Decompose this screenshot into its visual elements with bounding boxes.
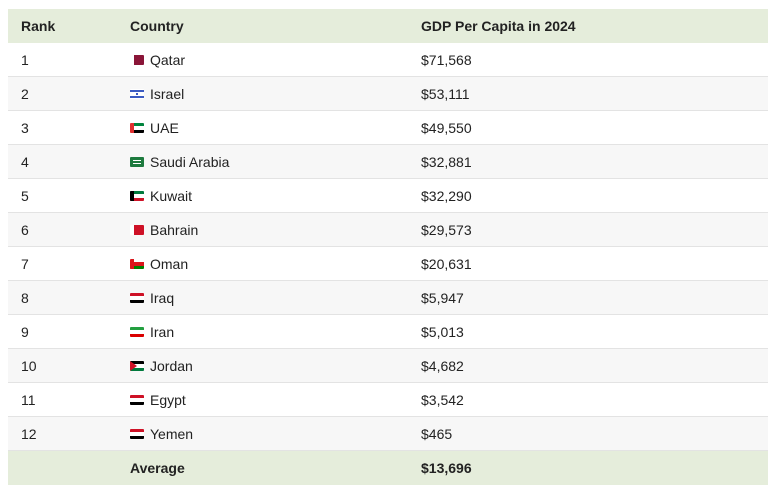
gdp-cell: $3,542 [421,391,464,408]
country-cell: Yemen [150,425,194,442]
gdp-cell: $49,550 [421,119,472,136]
table-header: Rank Country GDP Per Capita in 2024 [8,9,768,43]
country-cell: Israel [150,85,185,102]
gdp-cell: $71,568 [421,51,472,68]
country-cell: Oman [150,255,189,272]
gdp-cell: $4,682 [421,357,464,374]
country-cell: Saudi Arabia [150,153,230,170]
table-row: 11 Egypt $3,542 [8,383,768,417]
table-row: 7 Oman $20,631 [8,247,768,281]
header-gdp: GDP Per Capita in 2024 [421,18,576,34]
gdp-cell: $5,013 [421,323,464,340]
rank-cell: 12 [21,425,37,442]
qatar-flag-icon [130,54,144,65]
iraq-flag-icon [130,292,144,303]
uae-flag-icon [130,122,144,133]
gdp-cell: $53,111 [421,85,470,102]
gdp-cell: $32,881 [421,153,472,170]
average-value: $13,696 [421,460,472,476]
table-row: 1 Qatar $71,568 [8,43,768,77]
table-row: 12 Yemen $465 [8,417,768,451]
rank-cell: 10 [21,357,37,374]
table-row: 8 Iraq $5,947 [8,281,768,315]
country-cell: Jordan [150,357,193,374]
table-row: 2 Israel $53,111 [8,77,768,111]
rank-cell: 3 [21,119,29,136]
gdp-cell: $32,290 [421,187,472,204]
rank-cell: 4 [21,153,29,170]
country-cell: Iraq [150,289,175,306]
egypt-flag-icon [130,394,144,405]
gdp-cell: $20,631 [421,255,472,272]
yemen-flag-icon [130,428,144,439]
table-row: 6 Bahrain $29,573 [8,213,768,247]
country-cell: Kuwait [150,187,193,204]
table-row: 3 UAE $49,550 [8,111,768,145]
rank-cell: 6 [21,221,29,238]
table-row: 9 Iran $5,013 [8,315,768,349]
gdp-table: Rank Country GDP Per Capita in 2024 1 Qa… [8,9,768,485]
rank-cell: 8 [21,289,29,306]
table-row: 5 Kuwait $32,290 [8,179,768,213]
iran-flag-icon [130,326,144,337]
table-footer: Average $13,696 [8,451,768,485]
country-cell: Qatar [150,51,186,68]
gdp-cell: $465 [421,425,453,442]
rank-cell: 1 [21,51,29,68]
country-cell: Bahrain [150,221,199,238]
country-cell: Iran [150,323,175,340]
rank-cell: 7 [21,255,29,272]
oman-flag-icon [130,258,144,269]
israel-flag-icon [130,88,144,99]
country-cell: UAE [150,119,179,136]
bahrain-flag-icon [130,224,144,235]
rank-cell: 2 [21,85,29,102]
gdp-cell: $5,947 [421,289,464,306]
saudi-arabia-flag-icon [130,156,144,167]
gdp-cell: $29,573 [421,221,472,238]
header-country: Country [130,18,184,34]
country-cell: Egypt [150,391,186,408]
rank-cell: 9 [21,323,29,340]
kuwait-flag-icon [130,190,144,201]
rank-cell: 5 [21,187,29,204]
jordan-flag-icon [130,360,144,371]
header-rank: Rank [21,18,56,34]
rank-cell: 11 [21,391,36,408]
table-row: 4 Saudi Arabia $32,881 [8,145,768,179]
table-row: 10 Jordan $4,682 [8,349,768,383]
average-label: Average [130,460,185,476]
